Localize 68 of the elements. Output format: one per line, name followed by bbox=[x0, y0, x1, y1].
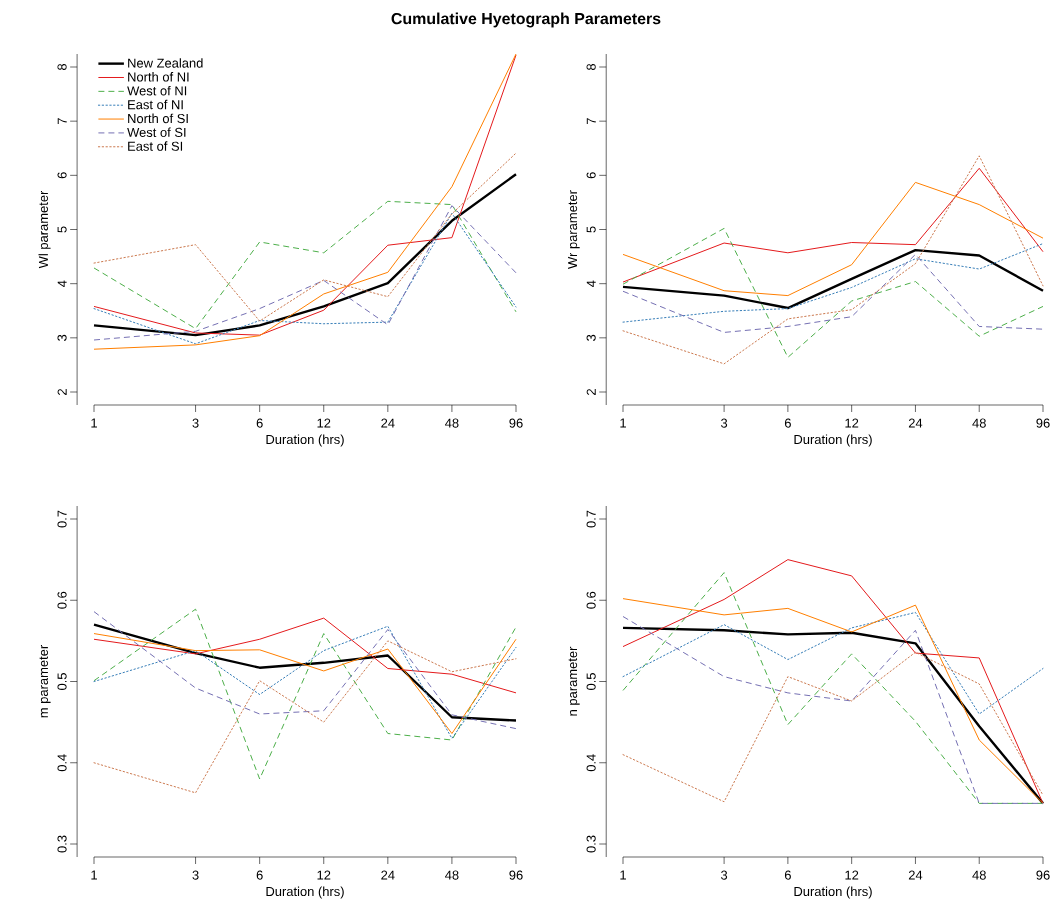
x-axis-title: Duration (hrs) bbox=[266, 886, 344, 899]
y-axis-title: Wl parameter bbox=[38, 190, 51, 269]
y-tick-label: 8 bbox=[57, 63, 67, 71]
legend-label: East of SI bbox=[128, 141, 183, 151]
x-tick-label: 6 bbox=[256, 418, 263, 428]
x-tick-label: 1 bbox=[91, 870, 97, 880]
legend-label: North of NI bbox=[128, 72, 189, 82]
y-tick-label: 0.6 bbox=[586, 591, 596, 609]
y-tick-label: 0.5 bbox=[586, 673, 596, 691]
y-tick-label: 6 bbox=[586, 172, 596, 179]
y-tick-label: 2 bbox=[57, 389, 67, 395]
y-tick-label: 0.4 bbox=[586, 754, 596, 772]
y-tick-label: 0.7 bbox=[586, 510, 596, 528]
x-tick-label: 12 bbox=[317, 418, 331, 428]
y-tick-label: 4 bbox=[586, 280, 596, 287]
legend-label: North of SI bbox=[128, 113, 188, 124]
y-axis-title: m parameter bbox=[39, 645, 51, 718]
y-tick-label: 8 bbox=[586, 63, 596, 71]
y-tick-label: 6 bbox=[57, 172, 67, 179]
y-tick-label: 4 bbox=[57, 280, 67, 287]
y-tick-label: 2 bbox=[586, 389, 596, 395]
x-tick-label: 3 bbox=[192, 418, 199, 428]
x-tick-label: 1 bbox=[620, 418, 626, 428]
x-axis-title: Duration (hrs) bbox=[266, 434, 344, 447]
y-axis-title: n parameter bbox=[568, 646, 580, 716]
x-tick-label: 24 bbox=[381, 418, 395, 428]
y-tick-label: 0.6 bbox=[57, 591, 67, 609]
x-tick-label: 3 bbox=[721, 418, 728, 428]
y-tick-label: 3 bbox=[57, 334, 67, 341]
y-tick-label: 0.7 bbox=[57, 510, 67, 528]
x-tick-label: 48 bbox=[445, 870, 459, 880]
y-tick-label: 0.5 bbox=[57, 673, 67, 691]
x-axis-title: Duration (hrs) bbox=[794, 886, 872, 899]
x-tick-label: 24 bbox=[908, 418, 923, 428]
x-tick-label: 96 bbox=[1036, 418, 1050, 428]
legend-label: East of NI bbox=[128, 99, 183, 110]
x-tick-label: 48 bbox=[972, 418, 986, 428]
y-tick-label: 0.3 bbox=[57, 835, 67, 853]
x-axis-title: Duration (hrs) bbox=[794, 434, 872, 447]
x-tick-label: 6 bbox=[784, 418, 791, 428]
y-tick-label: 3 bbox=[586, 334, 596, 341]
x-tick-label: 24 bbox=[381, 870, 395, 880]
legend-label: West of NI bbox=[127, 85, 187, 96]
x-tick-label: 96 bbox=[1036, 870, 1050, 880]
x-tick-label: 12 bbox=[845, 418, 859, 428]
x-tick-label: 12 bbox=[317, 870, 331, 880]
chart-title: Cumulative Hyetograph Parameters bbox=[391, 12, 661, 28]
y-tick-label: 7 bbox=[57, 118, 67, 125]
x-tick-label: 6 bbox=[256, 870, 263, 880]
legend-label: West of SI bbox=[127, 127, 186, 137]
x-tick-label: 1 bbox=[91, 418, 97, 428]
y-axis-title: Wr parameter bbox=[568, 190, 580, 269]
x-tick-label: 1 bbox=[620, 870, 626, 880]
x-tick-label: 96 bbox=[509, 418, 523, 428]
x-tick-label: 48 bbox=[445, 418, 459, 428]
legend-label: New Zealand bbox=[128, 58, 203, 68]
x-tick-label: 3 bbox=[192, 870, 199, 880]
x-tick-label: 24 bbox=[908, 870, 923, 880]
x-tick-label: 6 bbox=[784, 870, 791, 880]
y-tick-label: 0.4 bbox=[57, 754, 67, 772]
x-tick-label: 12 bbox=[845, 870, 859, 880]
y-tick-label: 0.3 bbox=[586, 835, 596, 853]
x-tick-label: 96 bbox=[509, 870, 523, 880]
y-tick-label: 5 bbox=[57, 226, 67, 233]
x-tick-label: 48 bbox=[972, 870, 986, 880]
y-tick-label: 7 bbox=[586, 118, 596, 125]
y-tick-label: 5 bbox=[586, 226, 596, 233]
x-tick-label: 3 bbox=[721, 870, 728, 880]
